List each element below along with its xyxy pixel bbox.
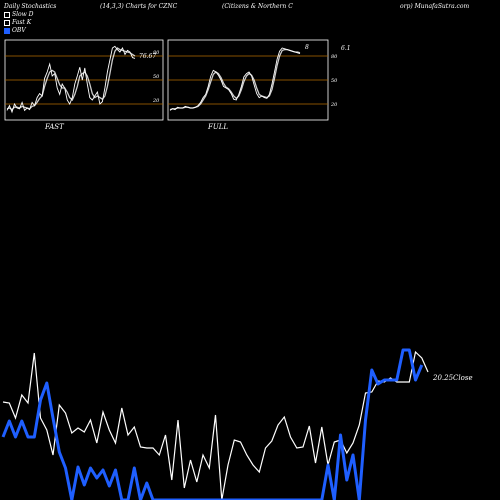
full-panel-label: FULL: [207, 123, 228, 131]
legend-label-obv: OBV: [12, 27, 26, 34]
chart-title-center: (14,3,3) Charts for CZNC: [100, 3, 178, 10]
site-name: orp) MunafaSutra.com: [400, 3, 470, 10]
company-name: (Citizens & Northern C: [222, 3, 293, 10]
full-slow-d-line: [169, 48, 301, 111]
fast-tick-label-20: 20: [152, 98, 160, 104]
legend-label-fast-k: Fast K: [12, 19, 32, 26]
full-tick-label-80: 80: [331, 54, 338, 60]
legend-swatch-slow-d: [4, 12, 10, 18]
obv-line: [1, 348, 424, 500]
fast-value-label: 76.67: [139, 53, 156, 60]
fast-slow-d-line: [6, 47, 136, 111]
fast-tick-label-80: 80: [153, 50, 160, 56]
legend: Slow D Fast K OBV: [4, 11, 34, 35]
full-tick-label-50: 50: [331, 78, 338, 84]
full-tick-label-20: 20: [330, 102, 338, 108]
legend-swatch-obv: [4, 28, 10, 34]
legend-item-slow-d: Slow D: [4, 11, 34, 19]
legend-swatch-fast-k: [4, 20, 10, 26]
full-value-label: 8: [305, 44, 309, 51]
fast-panel-label: FAST: [44, 123, 65, 131]
legend-label-slow-d: Slow D: [12, 11, 34, 18]
chart-title-left: Daily Stochastics: [4, 3, 57, 10]
close-price-line: [2, 350, 429, 500]
obv-value-label: 6.1: [341, 45, 351, 52]
fast-tick-label-50: 50: [153, 74, 160, 80]
legend-item-obv: OBV: [4, 27, 34, 35]
full-fast-k-line: [169, 47, 301, 111]
legend-item-fast-k: Fast K: [4, 19, 34, 27]
close-label: 20.25Close: [432, 374, 473, 382]
